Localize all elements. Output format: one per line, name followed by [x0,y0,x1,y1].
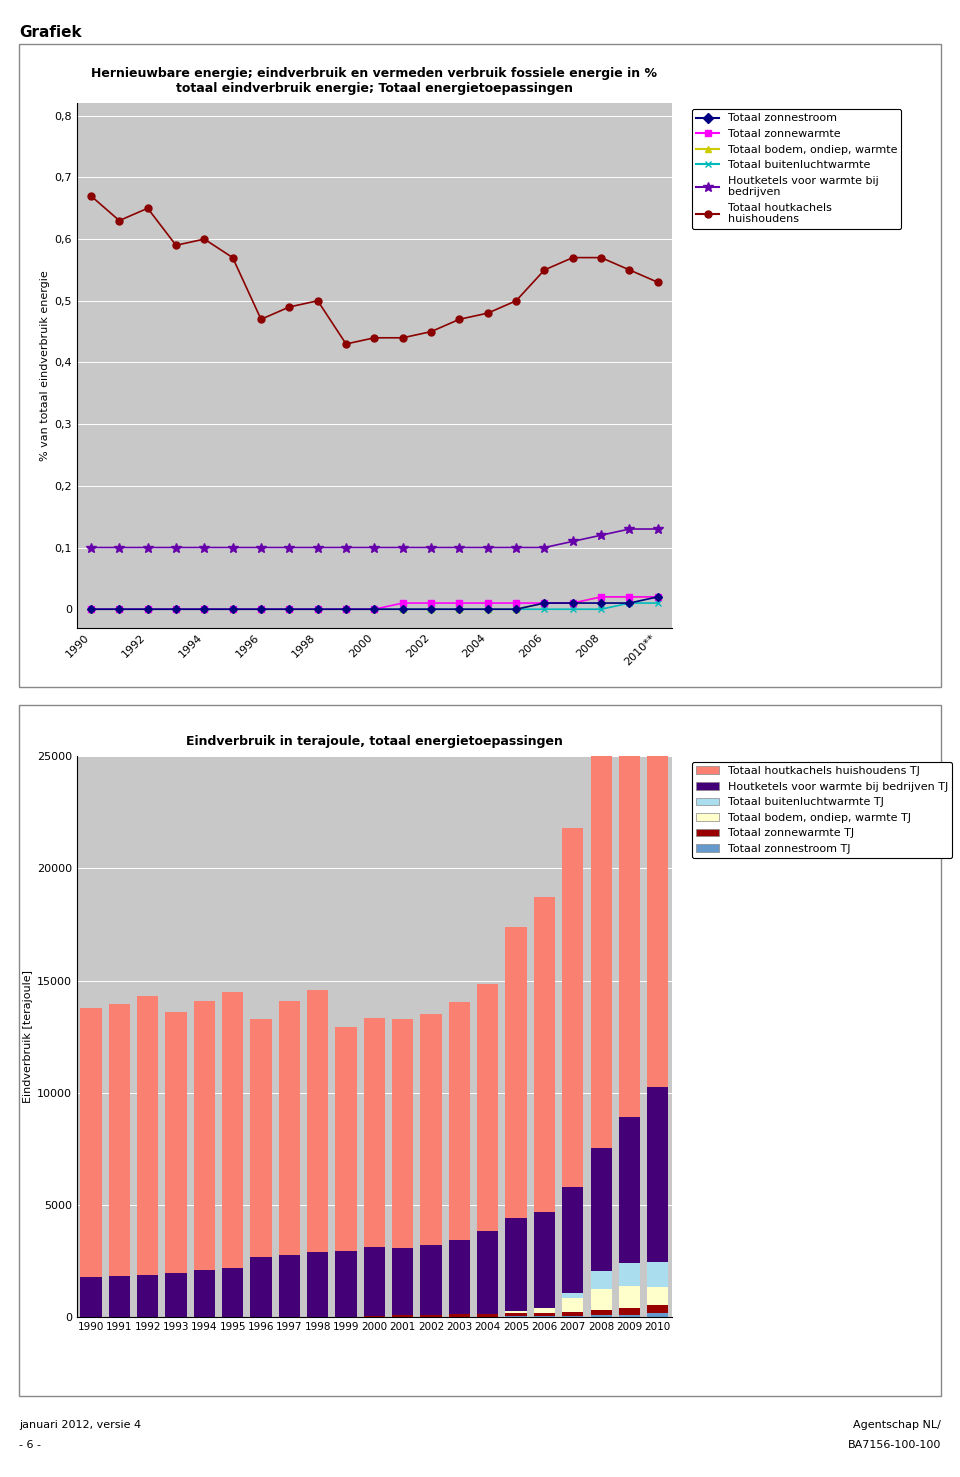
Bar [534,1211,555,1309]
Bar [563,1188,584,1292]
Bar [222,1269,243,1317]
Bar [590,1272,612,1289]
Bar [392,1316,414,1317]
Bar [278,1001,300,1254]
Legend: Totaal houtkachels huishoudens TJ, Houtketels voor warmte bij bedrijven TJ, Tota: Totaal houtkachels huishoudens TJ, Houtk… [692,762,952,858]
Bar [165,1273,186,1317]
Bar [506,926,527,1219]
Bar [647,650,668,1087]
Bar [477,984,498,1230]
Bar [619,1117,640,1263]
Bar [619,697,640,1117]
Bar [477,1230,498,1315]
Bar [420,1015,442,1245]
Bar [534,1309,555,1313]
Title: Eindverbruik in terajoule, totaal energietoepassingen: Eindverbruik in terajoule, totaal energi… [186,736,563,749]
Bar [307,1252,328,1317]
Bar [222,993,243,1269]
Bar [137,997,158,1275]
Bar [108,1004,130,1276]
Bar [335,1027,357,1251]
Bar [278,1254,300,1317]
Bar [534,1313,555,1316]
Text: Agentschap NL/: Agentschap NL/ [852,1419,941,1430]
Bar [619,1285,640,1309]
Text: januari 2012, versie 4: januari 2012, versie 4 [19,1419,141,1430]
Y-axis label: % van totaal eindverbruik energie: % van totaal eindverbruik energie [40,270,50,461]
Bar [307,990,328,1252]
Bar [449,1241,470,1315]
Bar [335,1251,357,1316]
Bar [364,1018,385,1247]
Y-axis label: Eindverbruik [terajoule]: Eindverbruik [terajoule] [23,970,33,1103]
Bar [194,1001,215,1270]
Title: Hernieuwbare energie; eindverbruik en vermeden verbruik fossiele energie in %
to: Hernieuwbare energie; eindverbruik en ve… [91,68,658,96]
Bar [137,1275,158,1317]
Bar [534,898,555,1211]
Text: BA7156-100-100: BA7156-100-100 [848,1440,941,1450]
Bar [477,1315,498,1316]
Legend: Totaal zonnestroom, Totaal zonnewarmte, Totaal bodem, ondiep, warmte, Totaal bui: Totaal zonnestroom, Totaal zonnewarmte, … [692,109,901,229]
Bar [165,1012,186,1273]
Bar [108,1276,130,1317]
Bar [647,1087,668,1263]
Bar [420,1245,442,1315]
Bar [590,1315,612,1317]
Bar [506,1313,527,1316]
Bar [194,1270,215,1317]
Bar [590,1310,612,1315]
Bar [647,1286,668,1306]
Bar [647,1313,668,1317]
Bar [590,1148,612,1272]
Text: - 6 -: - 6 - [19,1440,41,1450]
Bar [647,1263,668,1286]
Bar [506,1310,527,1313]
Bar [619,1315,640,1317]
Bar [81,1278,102,1317]
Bar [449,1003,470,1241]
Bar [251,1257,272,1317]
Bar [392,1248,414,1316]
Bar [647,1306,668,1313]
Bar [563,827,584,1188]
Bar [563,1298,584,1312]
Bar [563,1316,584,1317]
Bar [420,1315,442,1317]
Bar [506,1219,527,1310]
Bar [449,1315,470,1317]
Bar [81,1007,102,1278]
Bar [392,1019,414,1248]
Bar [251,1019,272,1257]
Bar [619,1309,640,1315]
Bar [563,1292,584,1298]
Bar [590,755,612,1148]
Text: Grafiek: Grafiek [19,25,82,40]
Bar [563,1312,584,1316]
Bar [619,1263,640,1285]
Bar [364,1247,385,1316]
Bar [590,1289,612,1310]
